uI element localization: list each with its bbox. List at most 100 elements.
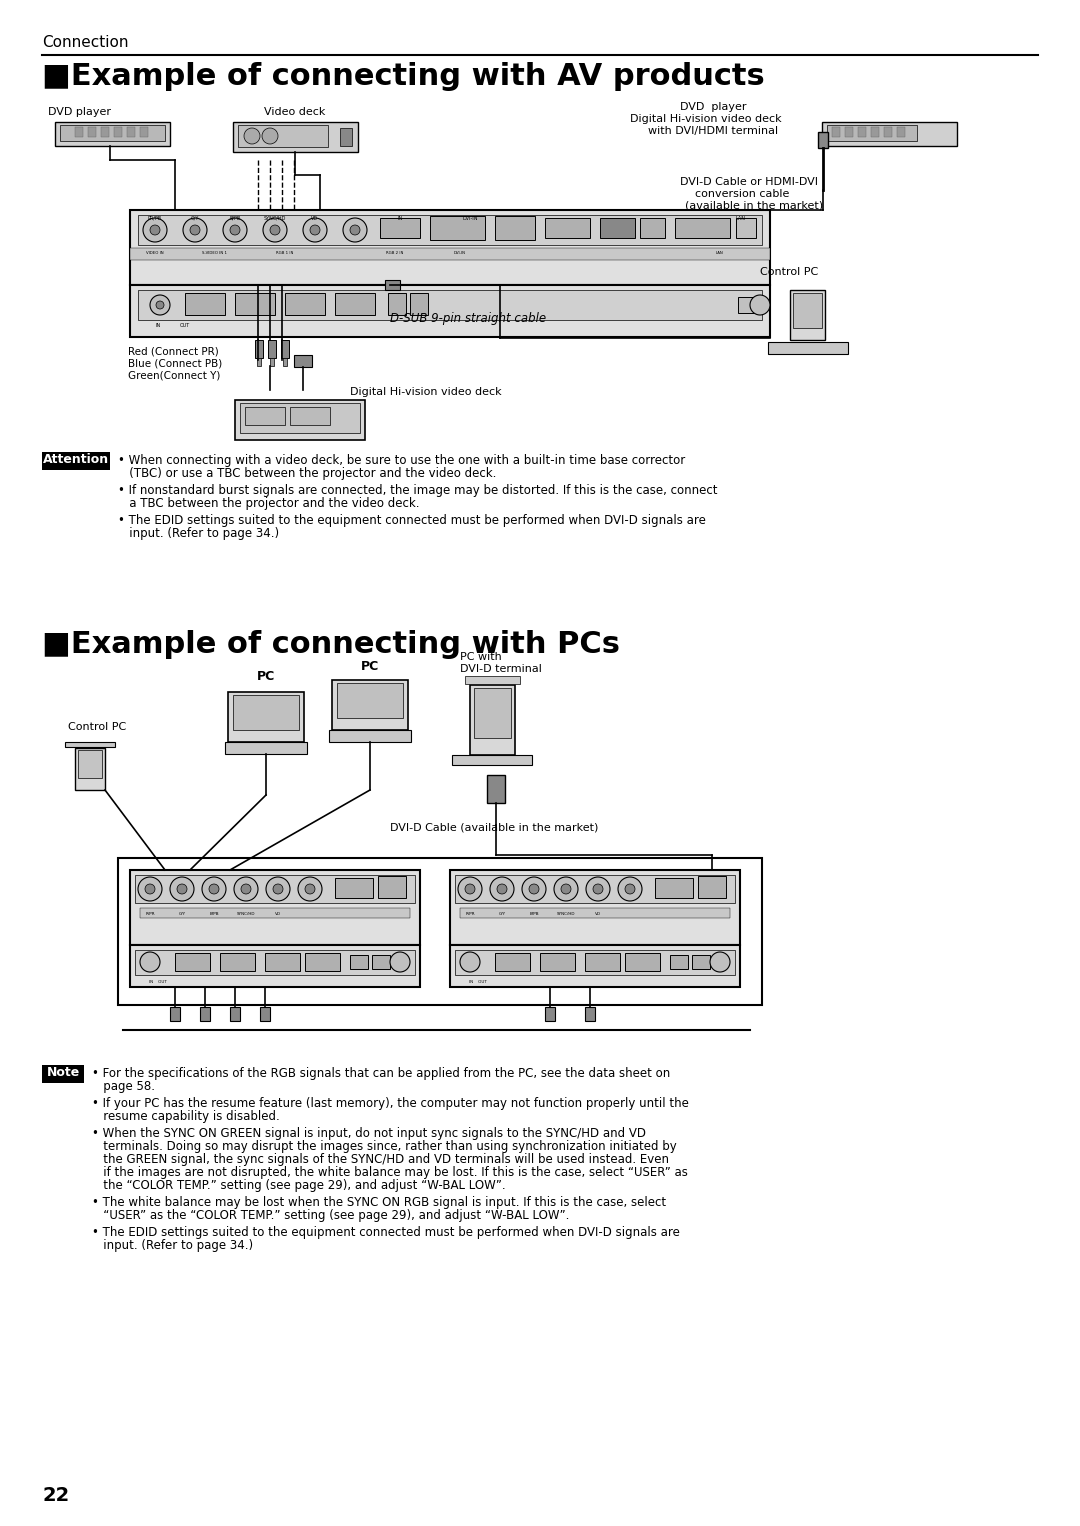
Bar [585,954,620,971]
Text: SYNC/HD: SYNC/HD [557,913,576,916]
Bar [545,1007,555,1021]
Circle shape [750,295,770,314]
Text: “USER” as the “COLOR TEMP.” setting (see page 29), and adjust “W-BAL LOW”.: “USER” as the “COLOR TEMP.” setting (see… [92,1209,569,1222]
Text: RGB 2 IN: RGB 2 IN [387,250,404,255]
Circle shape [230,224,240,235]
Bar [335,293,375,314]
Bar [114,127,122,137]
Text: VD: VD [595,913,600,916]
Bar [474,688,511,739]
Circle shape [586,877,610,900]
Bar [235,293,275,314]
Bar [138,290,762,320]
Bar [140,127,148,137]
Text: Attention: Attention [43,453,109,465]
Text: DVI-D Cable or HDMI-DVI: DVI-D Cable or HDMI-DVI [680,177,818,188]
Circle shape [390,952,410,972]
Text: conversion cable: conversion cable [696,189,789,198]
Bar [388,293,406,314]
Text: VD: VD [311,217,319,221]
Text: SYNC/HD: SYNC/HD [237,913,255,916]
Bar [858,127,866,137]
Bar [793,293,822,328]
Bar [430,217,485,240]
Text: Note: Note [46,1067,80,1079]
Bar [42,452,110,470]
Bar [585,1007,595,1021]
Text: DVD  player: DVD player [680,102,746,111]
Bar [335,877,373,897]
Circle shape [310,224,320,235]
Text: resume capability is disabled.: resume capability is disabled. [92,1109,280,1123]
Circle shape [458,877,482,900]
Text: LAN: LAN [735,217,745,221]
Text: G/Y: G/Y [499,913,505,916]
Circle shape [460,952,480,972]
Text: if the images are not disrupted, the white balance may be lost. If this is the c: if the images are not disrupted, the whi… [92,1166,688,1180]
Bar [130,211,770,285]
Text: a TBC between the projector and the video deck.: a TBC between the projector and the vide… [118,497,419,510]
Text: IN    OUT: IN OUT [469,980,487,984]
Bar [270,359,274,366]
Bar [130,249,770,259]
Circle shape [529,884,539,894]
Text: with DVI/HDMI terminal: with DVI/HDMI terminal [648,127,778,136]
Bar [495,217,535,240]
Bar [789,290,825,340]
Text: • The white balance may be lost when the SYNC ON RGB signal is input. If this is: • The white balance may be lost when the… [92,1196,666,1209]
Bar [281,340,289,359]
Bar [285,293,325,314]
Bar [332,681,408,729]
Circle shape [143,218,167,243]
Text: the GREEN signal, the sync signals of the SYNC/HD and VD terminals will be used : the GREEN signal, the sync signals of th… [92,1154,669,1166]
Bar [60,125,165,140]
Circle shape [140,952,160,972]
Text: D-SUB 9-pin straight cable: D-SUB 9-pin straight cable [390,311,546,325]
Text: Blue (Connect PB): Blue (Connect PB) [129,359,222,369]
Bar [175,954,210,971]
Bar [135,874,415,903]
Bar [384,279,400,290]
Circle shape [183,218,207,243]
Bar [130,285,770,337]
Bar [130,870,420,945]
Bar [675,218,730,238]
Circle shape [561,884,571,894]
Bar [540,954,575,971]
Bar [140,908,410,919]
Text: Green(Connect Y): Green(Connect Y) [129,371,220,382]
Bar [185,293,225,314]
Bar [337,684,403,719]
Bar [118,858,762,1006]
Text: B/PB: B/PB [210,913,219,916]
Circle shape [170,877,194,900]
Text: LAN: LAN [716,250,724,255]
Text: DVI-IN: DVI-IN [454,250,465,255]
Bar [268,340,276,359]
Text: page 58.: page 58. [92,1080,156,1093]
Text: Digital Hi-vision video deck: Digital Hi-vision video deck [630,114,782,124]
Text: (TBC) or use a TBC between the projector and the video deck.: (TBC) or use a TBC between the projector… [118,467,497,481]
Text: • The EDID settings suited to the equipment connected must be performed when DVI: • The EDID settings suited to the equipm… [118,514,706,526]
Text: VD: VD [275,913,281,916]
Text: Control PC: Control PC [68,722,126,732]
Bar [200,1007,210,1021]
Text: PC: PC [361,661,379,673]
Circle shape [490,877,514,900]
Bar [600,218,635,238]
Text: Red (Connect PR): Red (Connect PR) [129,346,219,357]
Text: IN    OUT: IN OUT [149,980,167,984]
Bar [768,342,848,354]
Bar [455,951,735,975]
Bar [465,676,519,684]
Bar [350,955,368,969]
Bar [822,122,957,146]
Circle shape [305,884,315,894]
Bar [55,122,170,146]
Circle shape [145,884,156,894]
Bar [265,954,300,971]
Text: Control PC: Control PC [760,267,819,278]
Circle shape [270,224,280,235]
Text: B/PB: B/PB [529,913,539,916]
Bar [832,127,840,137]
